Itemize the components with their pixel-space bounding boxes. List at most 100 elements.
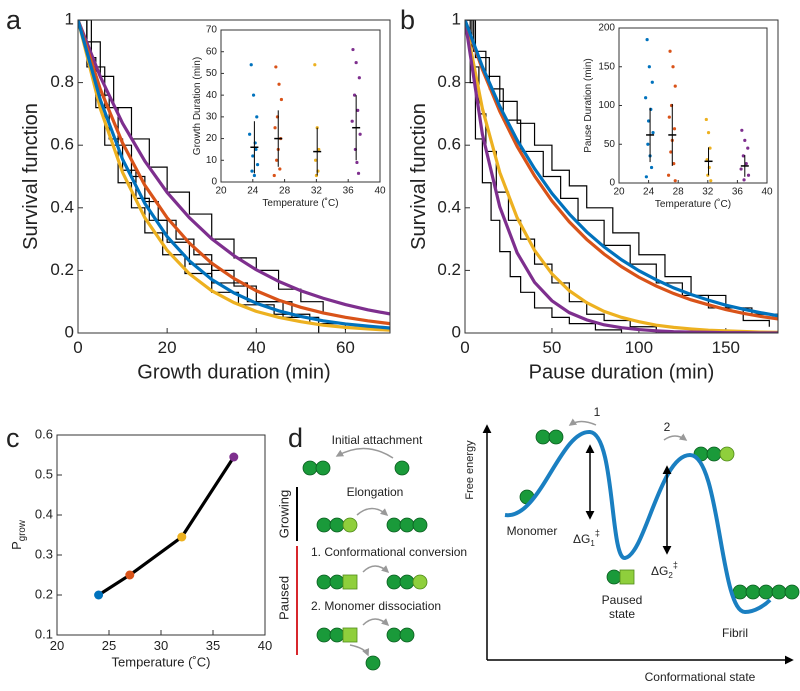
x-tick-label: 0 bbox=[73, 338, 82, 357]
y-tick-label: 10 bbox=[206, 155, 218, 166]
x-tick-label: 36 bbox=[732, 187, 744, 198]
panel-letter: a bbox=[6, 5, 22, 35]
panel-letter: d bbox=[288, 423, 303, 453]
axes-box bbox=[464, 19, 779, 334]
x-tick-label: 40 bbox=[247, 338, 266, 357]
plot-area bbox=[619, 28, 767, 183]
label: Paused bbox=[602, 593, 643, 607]
point bbox=[355, 160, 359, 165]
y-axis-label-main: Pause Duration (min) bbox=[583, 58, 594, 152]
y-tick-label: 20 bbox=[206, 133, 218, 144]
label: state bbox=[609, 607, 635, 621]
axis-label: Free energy bbox=[464, 440, 476, 500]
point bbox=[252, 173, 256, 178]
point bbox=[249, 63, 253, 67]
x-tick-label: 0 bbox=[460, 338, 469, 357]
x-axis-label: Temperature (˚C) bbox=[112, 654, 211, 669]
y-axis-label-main: P bbox=[9, 541, 24, 550]
point bbox=[741, 154, 745, 158]
step-curve bbox=[465, 20, 657, 333]
point bbox=[351, 47, 355, 52]
monomers bbox=[302, 429, 800, 671]
point bbox=[356, 171, 361, 175]
x-tick-label: 60 bbox=[336, 338, 355, 357]
point bbox=[667, 115, 671, 119]
point bbox=[357, 76, 361, 80]
point bbox=[709, 179, 713, 183]
point bbox=[650, 80, 654, 84]
label: ‡ bbox=[673, 560, 678, 570]
chart: 20 25 30 35 40 0.1 0.2 0.3 0.4 0.5 0.6 Temperature … bbox=[6, 423, 272, 669]
x-tick-label: 100 bbox=[625, 338, 653, 357]
x-axis-label: Pause duration (min) bbox=[529, 362, 715, 384]
y-tick-label: 0.1 bbox=[35, 626, 53, 641]
y-axis-label-main: Growth Duration (min) bbox=[192, 57, 203, 155]
x-tick-label: 40 bbox=[374, 186, 386, 197]
y-axis-label-main: Survival function bbox=[20, 103, 42, 250]
label: ‡ bbox=[595, 528, 600, 538]
y-tick-label: 0.2 bbox=[50, 260, 74, 279]
y-tick-label: 0.6 bbox=[35, 426, 53, 441]
point bbox=[274, 65, 278, 69]
misfolded-monomers bbox=[342, 446, 735, 643]
point bbox=[273, 126, 277, 130]
point bbox=[647, 65, 651, 69]
point bbox=[673, 84, 677, 88]
point bbox=[272, 173, 276, 178]
y-tick-label: 0.2 bbox=[437, 260, 461, 279]
y-tick-label: 0.4 bbox=[437, 197, 461, 216]
curve bbox=[78, 20, 390, 330]
point bbox=[706, 131, 711, 135]
point bbox=[229, 452, 239, 462]
curve bbox=[465, 20, 778, 333]
point bbox=[704, 117, 708, 122]
axes-box bbox=[618, 27, 768, 184]
axis-label: Conformational state bbox=[645, 670, 756, 684]
axes-box bbox=[220, 29, 381, 183]
point bbox=[644, 96, 648, 100]
point bbox=[251, 154, 255, 158]
label: 2 bbox=[668, 571, 673, 580]
label: ΔG bbox=[651, 564, 668, 578]
point bbox=[668, 49, 672, 53]
point bbox=[177, 532, 187, 542]
x-tick-label: 24 bbox=[247, 186, 259, 197]
y-tick-label: 70 bbox=[206, 25, 218, 36]
point bbox=[94, 590, 104, 600]
y-tick-label: 150 bbox=[598, 61, 615, 72]
y-axis-label-sub: grow bbox=[17, 519, 28, 541]
label: 2. Monomer dissociation bbox=[311, 599, 441, 613]
point bbox=[739, 167, 743, 171]
y-axis-label: Growth Duration (min) bbox=[192, 57, 203, 155]
y-tick-label: 40 bbox=[206, 90, 218, 101]
label: 1 bbox=[590, 539, 595, 548]
y-tick-label: 0.6 bbox=[50, 135, 74, 154]
y-tick-label: 0.8 bbox=[437, 72, 461, 91]
point bbox=[248, 132, 252, 136]
point bbox=[255, 115, 259, 119]
point bbox=[277, 82, 281, 86]
x-tick-label: 28 bbox=[279, 186, 291, 197]
point bbox=[251, 93, 256, 97]
point bbox=[356, 108, 360, 112]
plot-area bbox=[221, 30, 380, 182]
chart: 20 24 28 32 36 40 0 10 20 30 40 50 60 70 Temperature (… bbox=[192, 25, 386, 210]
point bbox=[746, 146, 750, 150]
point bbox=[254, 147, 258, 152]
curve bbox=[97, 456, 236, 597]
label: 1 bbox=[594, 405, 601, 419]
x-axis-label: Growth duration (min) bbox=[137, 362, 330, 384]
label: ΔG bbox=[573, 532, 590, 546]
y-tick-label: 60 bbox=[206, 46, 218, 57]
plot-area bbox=[57, 435, 265, 635]
point bbox=[671, 65, 675, 69]
delta-g: ΔG1‡ bbox=[573, 528, 600, 548]
y-tick-label: 0 bbox=[211, 177, 217, 188]
y-tick-label: 0 bbox=[65, 322, 74, 341]
x-tick-label: 20 bbox=[158, 338, 177, 357]
y-tick-label: 50 bbox=[604, 139, 616, 150]
axes-box bbox=[77, 19, 391, 334]
y-axis-label: Pause Duration (min) bbox=[583, 58, 594, 152]
point bbox=[275, 158, 279, 162]
x-tick-label: 28 bbox=[673, 187, 685, 198]
